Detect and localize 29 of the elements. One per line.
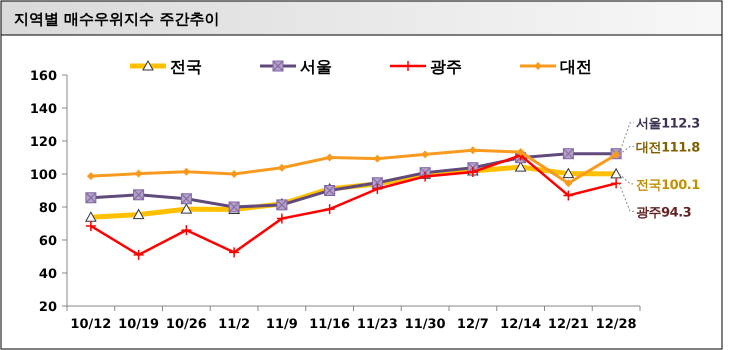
legend-label: 서울: [300, 57, 332, 76]
x-tick-label: 12/21: [548, 317, 589, 332]
annotation: 전국100.1: [636, 178, 700, 193]
annotation: 서울112.3: [636, 116, 700, 132]
annotation: 광주94.3: [636, 205, 692, 220]
annotation: 대전111.8: [636, 140, 700, 156]
legend-label: 광주: [430, 57, 462, 76]
x-tick-label: 11/2: [218, 317, 250, 332]
x-tick-label: 10/19: [118, 317, 160, 332]
y-tick-label: 40: [38, 267, 57, 282]
y-tick-label: 80: [38, 201, 57, 216]
x-tick-label: 11/30: [404, 317, 446, 332]
legend-label: 대전: [560, 57, 592, 76]
x-tick-label: 12/28: [596, 317, 637, 332]
y-tick-label: 20: [38, 300, 57, 315]
x-tick-label: 12/7: [456, 317, 489, 332]
x-tick-label: 11/23: [356, 317, 398, 332]
x-tick-label: 10/26: [166, 317, 207, 332]
y-tick-label: 120: [30, 135, 57, 150]
chart-title: 지역별 매수우위지수 주간추이: [14, 10, 220, 28]
x-tick-label: 12/14: [500, 317, 542, 332]
y-tick-label: 60: [38, 234, 57, 249]
y-tick-label: 100: [30, 168, 57, 183]
x-tick-label: 10/12: [70, 317, 112, 332]
y-tick-label: 140: [30, 102, 57, 117]
x-tick-label: 11/16: [309, 317, 350, 332]
y-tick-label: 160: [30, 69, 57, 84]
x-tick-label: 11/9: [266, 317, 298, 332]
legend-label: 전국: [170, 57, 202, 76]
